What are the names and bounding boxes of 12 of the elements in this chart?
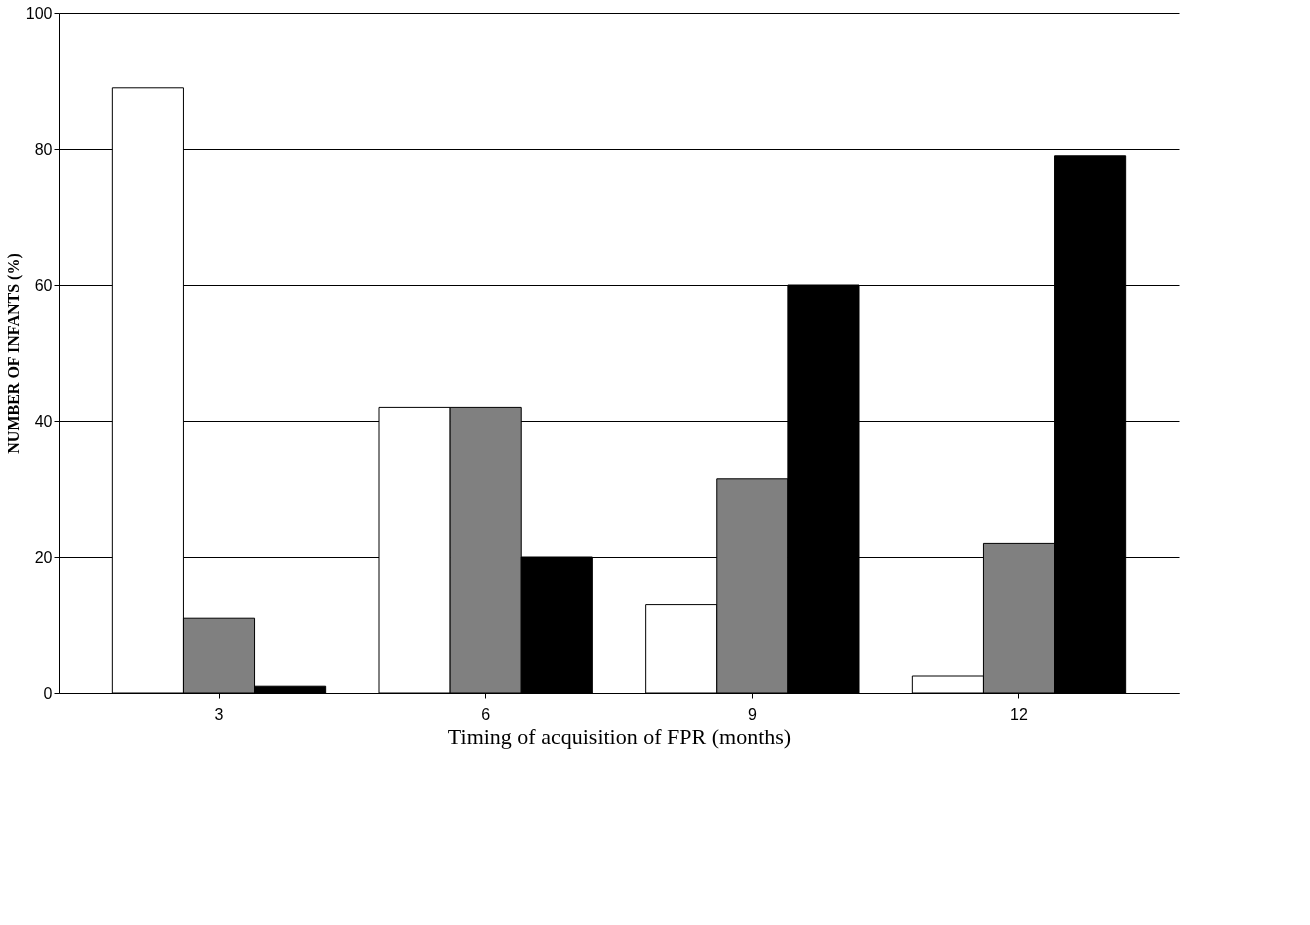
x-axis-title: Timing of acquisition of FPR (months) <box>447 723 792 749</box>
x-tick-label: 12 <box>1010 705 1028 723</box>
y-tick-label: 40 <box>34 412 53 430</box>
y-axis-title: NUMBER OF INFANTS (%) <box>4 253 23 454</box>
x-tick-label: 6 <box>481 705 491 723</box>
y-tick-label: 0 <box>43 684 53 702</box>
y-tick-label: 100 <box>25 4 53 22</box>
y-tick-label: 80 <box>34 140 53 158</box>
y-tick-label: 60 <box>34 276 53 294</box>
x-tick-label: 9 <box>747 705 757 723</box>
x-tick-label: 3 <box>214 705 224 723</box>
y-tick-label: 20 <box>34 548 53 566</box>
